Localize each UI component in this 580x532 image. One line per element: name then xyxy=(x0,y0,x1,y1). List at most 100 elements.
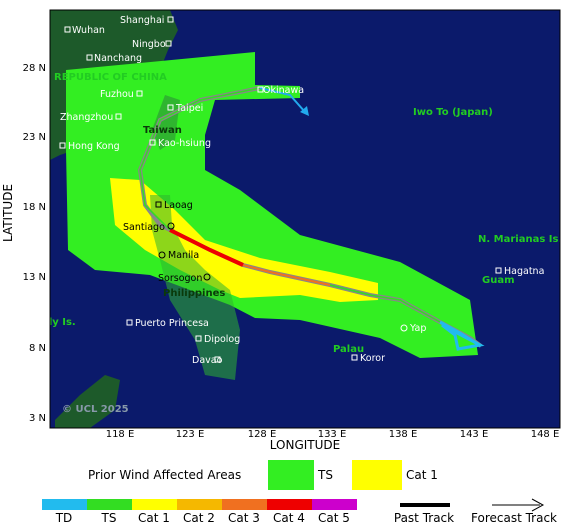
region-label: Taiwan xyxy=(143,125,182,136)
city-label: Yap xyxy=(409,323,426,334)
region-label: REPUBLIC OF CHINA xyxy=(54,72,167,83)
city-marker xyxy=(195,335,202,342)
city-label: Okinawa xyxy=(263,85,304,96)
y-tick-label: 3 N xyxy=(29,413,46,424)
scale-swatch xyxy=(132,499,177,510)
city-label: Hagatna xyxy=(504,266,544,277)
city-marker xyxy=(158,251,166,259)
city-marker xyxy=(203,273,211,281)
legend-swatch xyxy=(352,460,402,490)
scale-swatch xyxy=(312,499,357,510)
map: Wuhan Shanghai Ningbo Nanchang REPUBLIC … xyxy=(18,10,562,428)
x-tick-label: 138 E xyxy=(389,429,418,440)
city-marker xyxy=(167,222,175,230)
philippines-land xyxy=(150,195,240,380)
y-tick-label: 8 N xyxy=(29,343,46,354)
axes: 118 E 123 E 128 E 133 E 138 E 143 E 148 … xyxy=(1,63,559,452)
city-label: Dipolog xyxy=(204,334,240,345)
x-tick-label: 133 E xyxy=(318,429,347,440)
legend-label: Forecast Track xyxy=(471,511,557,525)
city-label: Fuzhou xyxy=(100,89,134,100)
scale-label: Cat 5 xyxy=(318,511,350,525)
scale-swatch xyxy=(177,499,222,510)
scale-label: TS xyxy=(101,511,117,525)
city-label: Laoag xyxy=(164,200,193,211)
city-label: Davao xyxy=(192,355,223,366)
city-label: Santiago xyxy=(123,222,165,233)
city-label: Wuhan xyxy=(72,25,105,36)
city-marker xyxy=(64,26,71,33)
x-tick-label: 143 E xyxy=(460,429,489,440)
city-label: Nanchang xyxy=(94,53,142,64)
city-label: Sorsogon xyxy=(158,273,202,284)
x-tick-label: 123 E xyxy=(176,429,205,440)
city-marker xyxy=(351,354,358,361)
track-cat4 xyxy=(169,228,244,267)
copyright: © UCL 2025 xyxy=(62,404,129,415)
places: Wuhan Shanghai Ningbo Nanchang REPUBLIC … xyxy=(18,15,562,415)
y-tick-label: 13 N xyxy=(23,272,46,283)
map-frame xyxy=(49,9,561,429)
scale-swatch xyxy=(222,499,267,510)
scale-swatch xyxy=(87,499,132,510)
city-label: Shanghai xyxy=(120,15,164,26)
y-tick-label: 28 N xyxy=(23,63,46,74)
region-label: Palau xyxy=(333,344,364,355)
city-marker xyxy=(136,90,143,97)
city-marker xyxy=(155,201,162,208)
city-marker xyxy=(86,54,93,61)
cat1-area xyxy=(110,178,378,302)
track-cat3 xyxy=(242,264,331,286)
city-marker xyxy=(165,40,172,47)
city-marker xyxy=(59,142,66,149)
city-marker xyxy=(115,113,122,120)
city-marker xyxy=(214,356,221,363)
city-label: Kao-hsiung xyxy=(158,138,211,149)
region-label: Guam xyxy=(482,275,515,286)
x-tick-label: 118 E xyxy=(106,429,135,440)
scale-label: Cat 1 xyxy=(138,511,170,525)
city-label: Zhangzhou xyxy=(60,112,113,123)
legend-label: Cat 1 xyxy=(406,468,438,482)
x-tick-label: 148 E xyxy=(531,429,560,440)
track-loop xyxy=(441,323,485,351)
city-label: Puerto Princesa xyxy=(135,318,209,329)
legend-swatch xyxy=(268,460,314,490)
scale-label: Cat 3 xyxy=(228,511,260,525)
legend-label: TS xyxy=(317,468,333,482)
city-marker xyxy=(126,319,133,326)
city-label: Taipei xyxy=(175,103,203,114)
city-label: Ningbo xyxy=(132,39,166,50)
borneo-land xyxy=(55,375,120,428)
city-marker xyxy=(400,324,408,332)
region-label: Philippines xyxy=(163,288,225,299)
forecast-track xyxy=(259,87,306,113)
y-tick-label: 23 N xyxy=(23,132,46,143)
city-marker xyxy=(167,16,174,23)
scale-swatch xyxy=(42,499,87,510)
track-ts xyxy=(329,284,441,323)
city-label: Hong Kong xyxy=(68,141,120,152)
region-label: N. Marianas Is. xyxy=(478,234,562,245)
legend-label: Past Track xyxy=(394,511,454,525)
y-axis-label: LATITUDE xyxy=(1,184,15,242)
region-label: Iwo To (Japan) xyxy=(413,107,493,118)
scale-label: Cat 2 xyxy=(183,511,215,525)
city-marker xyxy=(149,139,156,146)
forecast-arrow xyxy=(300,106,309,116)
x-tick-label: 128 E xyxy=(248,429,277,440)
city-label: Manila xyxy=(168,250,199,261)
legend-title: Prior Wind Affected Areas xyxy=(88,468,241,482)
city-marker xyxy=(167,104,174,111)
city-marker xyxy=(495,267,502,274)
y-tick-label: 18 N xyxy=(23,202,46,213)
scale-label: TD xyxy=(55,511,73,525)
city-marker xyxy=(257,86,264,93)
scale-swatch xyxy=(267,499,312,510)
city-label: Koror xyxy=(360,353,385,364)
scale-label: Cat 4 xyxy=(273,511,305,525)
legend: Prior Wind Affected Areas TS Cat 1 TD TS… xyxy=(42,460,557,525)
x-axis-label: LONGITUDE xyxy=(270,438,340,452)
region-label: Spratly Is. xyxy=(18,317,76,328)
